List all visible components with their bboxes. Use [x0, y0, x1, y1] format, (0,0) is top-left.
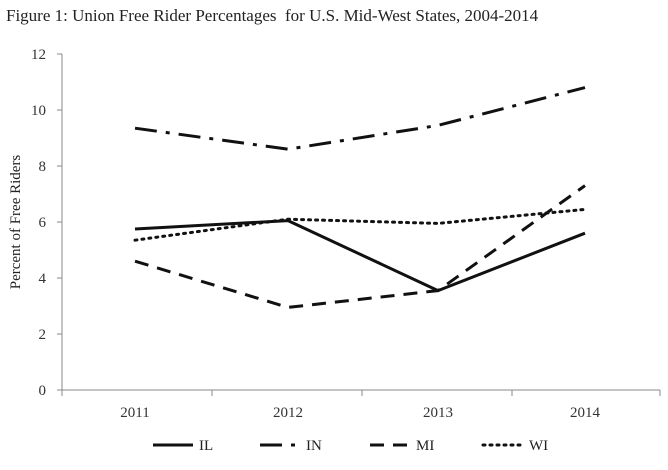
y-tick-label: 2	[39, 327, 47, 343]
x-tick-label: 2011	[120, 405, 149, 421]
legend-label-in: IN	[306, 438, 322, 454]
x-tick-label: 2014	[570, 405, 601, 421]
series-line-wi	[133, 207, 587, 242]
series-line-mi	[134, 184, 586, 309]
y-tick-label: 4	[39, 271, 47, 287]
y-tick-label: 0	[39, 383, 47, 399]
y-tick-label: 6	[39, 215, 47, 231]
series-line-in	[134, 86, 586, 151]
y-axis-label: Percent of Free Riders	[8, 155, 24, 290]
y-tick-label: 12	[31, 47, 46, 63]
x-tick-label: 2013	[423, 405, 453, 421]
x-tick-label: 2012	[273, 405, 303, 421]
legend-label-mi: MI	[416, 438, 434, 454]
legend-label-wi: WI	[529, 438, 548, 454]
series-line-il	[134, 219, 586, 293]
chart-title: Figure 1: Union Free Rider Percentages f…	[6, 6, 539, 25]
legend-label-il: IL	[199, 438, 213, 454]
y-tick-label: 8	[39, 159, 47, 175]
y-tick-label: 10	[31, 103, 46, 119]
